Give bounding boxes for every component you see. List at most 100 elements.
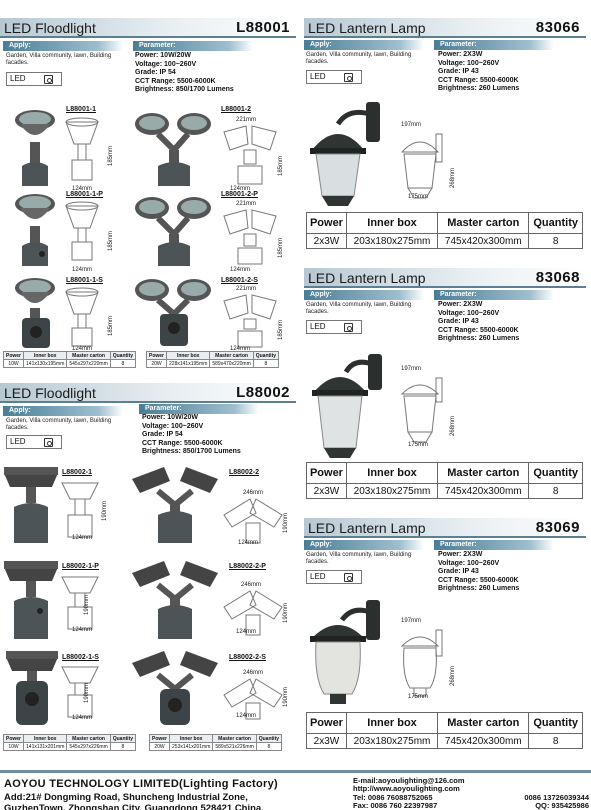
- section-code: 83069: [535, 519, 580, 536]
- section-header: LED Floodlight L88002: [0, 383, 296, 403]
- led-chip-icon: [344, 573, 353, 582]
- table-header: Inner box: [23, 734, 68, 743]
- dim-width: 124mm: [72, 535, 93, 541]
- dim-width: 175mm: [408, 442, 429, 448]
- address-line-2: GuzhenTown, Zhongshan City, Guangdong 52…: [4, 803, 264, 810]
- l88001-10w-table: Power Inner box Master carton Quantity 1…: [2, 351, 137, 368]
- dim-height: 190mm: [283, 602, 289, 623]
- parameter-label: Parameter:: [133, 41, 253, 51]
- floodlight-double-drawing: [223, 209, 277, 265]
- apply-label: Apply:: [304, 40, 424, 50]
- table-cell: 228x141x195mm: [166, 359, 211, 368]
- table-header: Inner box: [23, 351, 68, 360]
- dim-depth: 197mm: [401, 618, 422, 624]
- table-header: Quantity: [528, 712, 583, 734]
- param-cct: CCT Range: 5500-6000K: [438, 326, 519, 334]
- floodlight-single-photo: [15, 110, 55, 186]
- contact-qq: QQ: 935425986: [535, 801, 589, 810]
- floodlight-square-double-sensor-photo: [132, 651, 218, 725]
- table-header: Power: [145, 351, 168, 360]
- param-brightness: Brightness: 260 Lumens: [438, 585, 520, 593]
- apply-label: Apply:: [304, 540, 424, 550]
- model-label: L88002-2-P: [229, 563, 266, 570]
- table-header: Inner box: [166, 351, 211, 360]
- led-box: LED: [306, 320, 362, 334]
- apply-text: Garden, Villa community, lawn, Building …: [6, 418, 112, 431]
- dim-width: 124mm: [230, 346, 251, 352]
- table-cell: 8: [528, 233, 583, 249]
- led-box-label: LED: [310, 322, 326, 331]
- table-header: Power: [306, 462, 347, 484]
- model-label: L88002-1: [62, 469, 92, 476]
- table-header: Master carton: [437, 212, 530, 234]
- param-brightness: Brightness: 850/1700 Lumens: [142, 448, 241, 456]
- parameter-label: Parameter:: [434, 40, 554, 50]
- lantern-photo: [310, 102, 380, 206]
- floodlight-square-photo: [4, 561, 58, 639]
- table-header: Power: [148, 734, 171, 743]
- parameter-label: Parameter:: [434, 540, 554, 550]
- floodlight-square-double-drawing: [223, 678, 283, 720]
- floodlight-single-drawing: [65, 201, 99, 261]
- contact-email[interactable]: E-mail:aoyoulighting@126.com: [353, 776, 465, 785]
- table-header: Quantity: [528, 212, 583, 234]
- apply-label: Apply:: [3, 41, 123, 51]
- table-cell: 203x180x275mm: [345, 233, 439, 249]
- dim-height: 185mm: [108, 230, 114, 251]
- section-title: LED Lantern Lamp: [308, 520, 426, 536]
- table-cell: 10W: [2, 359, 25, 368]
- dim-height: 185mm: [108, 315, 114, 336]
- dim-width: 124mm: [230, 186, 251, 192]
- param-cct: CCT Range: 5500-6000K: [438, 76, 519, 84]
- led-box-label: LED: [10, 437, 26, 446]
- table-header: Quantity: [255, 734, 283, 743]
- dim-width: 124mm: [72, 186, 93, 192]
- table-cell: 141x131x201mm: [23, 742, 68, 751]
- section-code: L88001: [236, 19, 290, 36]
- section-title: LED Floodlight: [4, 20, 96, 36]
- floodlight-square-sensor-photo: [6, 651, 58, 725]
- section-83068: LED Lantern Lamp 83068 Apply: Garden, Vi…: [304, 268, 586, 506]
- led-box: LED: [306, 570, 362, 584]
- dim-width: 221mm: [236, 286, 257, 292]
- contact-info: E-mail:aoyoulighting@126.com http://www.…: [353, 776, 589, 810]
- dim-height: 190mm: [102, 500, 108, 521]
- dim-width: 246mm: [243, 490, 264, 496]
- table-cell: 745x420x300mm: [437, 733, 530, 749]
- company-name: AOYOU TECHNOLOGY LIMITED(Lighting Factor…: [4, 778, 278, 790]
- parameters: Power: 10W/20W Voltage: 100~260V Grade: …: [142, 414, 241, 457]
- company-footer: AOYOU TECHNOLOGY LIMITED(Lighting Factor…: [0, 770, 591, 810]
- floodlight-square-drawing: [61, 666, 99, 718]
- dim-width: 221mm: [236, 117, 257, 123]
- lantern-photo: [312, 354, 382, 458]
- model-label: L88002-1-S: [62, 654, 99, 661]
- table-cell: 8: [255, 742, 283, 751]
- apply-text: Garden, Villa community, lawn, Building …: [6, 53, 112, 66]
- table-cell: 589x470x220mm: [209, 359, 254, 368]
- led-box-label: LED: [310, 72, 326, 81]
- contact-website[interactable]: http://www.aoyoulighting.com: [353, 784, 460, 794]
- parameters: Power: 10W/20W Voltage: 100~260V Grade: …: [135, 52, 234, 95]
- section-l88002: LED Floodlight L88002 Apply: Garden, Vil…: [0, 383, 296, 755]
- floodlight-sensor-photo: [15, 278, 55, 348]
- parameters: Power: 2X3W Voltage: 100~260V Grade: IP …: [438, 301, 519, 344]
- param-grade: Grade: IP 43: [438, 568, 479, 576]
- floodlight-single-drawing: [65, 117, 99, 181]
- dim-width: 124mm: [230, 267, 251, 273]
- lantern-photo: [310, 600, 380, 704]
- table-header: Quantity: [109, 351, 137, 360]
- model-label: L88001-2-S: [221, 277, 258, 284]
- led-chip-icon: [344, 73, 353, 82]
- l88002-20w-table: Power Inner box Master carton Quantity 2…: [148, 734, 283, 751]
- floodlight-square-drawing: [61, 576, 99, 630]
- dim-height: 185mm: [278, 155, 284, 176]
- lantern-83068-table: Power Inner box Master carton Quantity 2…: [306, 462, 583, 499]
- floodlight-double-sensor-drawing: [223, 294, 277, 348]
- model-label: L88001-1: [66, 106, 96, 113]
- floodlight-square-double-photo: [132, 561, 218, 639]
- table-header: Power: [2, 734, 25, 743]
- table-header: Master carton: [209, 351, 254, 360]
- param-voltage: Voltage: 100~260V: [135, 60, 197, 68]
- company-address: Add:21# Dongming Road, Shuncheng Industr…: [4, 792, 324, 810]
- table-cell: 745x420x300mm: [437, 483, 530, 499]
